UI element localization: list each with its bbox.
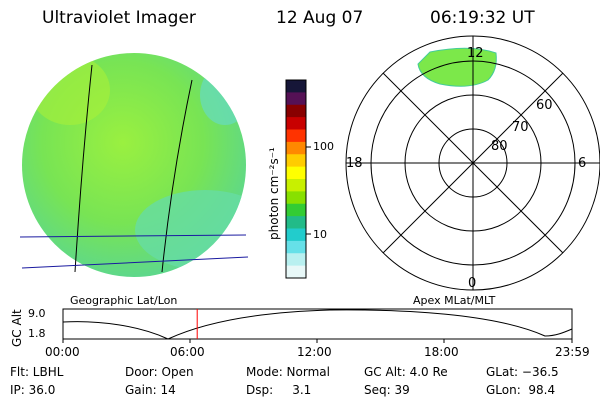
colorbar xyxy=(286,80,306,279)
timeline-xtick: 00:00 xyxy=(45,345,80,359)
colorbar-band xyxy=(286,216,306,230)
timeline-ytick-low: 1.8 xyxy=(28,327,46,340)
mlt-label-bottom: 0 xyxy=(468,276,477,291)
colorbar-band xyxy=(286,191,306,205)
colorbar-band xyxy=(286,80,306,93)
colorbar-band xyxy=(286,203,306,217)
colorbar-label: photon cm⁻²s⁻¹ xyxy=(267,147,281,240)
colorbar-band xyxy=(286,265,306,279)
colorbar-tick-10: 10 xyxy=(313,228,327,241)
mlt-label-left: 18 xyxy=(346,156,363,171)
instrument-title: Ultraviolet Imager xyxy=(42,8,196,28)
colorbar-band xyxy=(286,141,306,155)
altitude-curve xyxy=(62,309,573,340)
status-glon: GLon: 98.4 xyxy=(486,383,556,397)
colorbar-band xyxy=(286,117,306,131)
colorbar-band xyxy=(286,240,306,254)
mlt-label-right: 6 xyxy=(578,156,587,171)
colorbar-band xyxy=(286,92,306,106)
apex-label: Apex MLat/MLT xyxy=(413,294,496,307)
colorbar-band xyxy=(286,154,306,168)
status-glat: GLat: −36.5 xyxy=(486,365,559,379)
status-ip: IP: 36.0 xyxy=(10,383,56,397)
polar-auroral-patch xyxy=(417,47,497,87)
longitude-line xyxy=(74,64,93,273)
colorbar-band xyxy=(286,129,306,143)
timeline-plot xyxy=(62,308,573,343)
status-filter: Flt: LBHL xyxy=(10,365,64,379)
geographic-disk xyxy=(19,53,249,277)
timeline-xtick: 23:59 xyxy=(555,345,590,359)
mlat-label-70: 70 xyxy=(512,120,529,135)
colorbar-band xyxy=(286,253,306,267)
colorbar-band xyxy=(286,166,306,180)
status-mode: Mode: Normal xyxy=(246,365,330,379)
timeline-ylabel: GC Alt xyxy=(10,309,24,347)
geographic-label: Geographic Lat/Lon xyxy=(70,294,178,307)
mlat-label-80: 80 xyxy=(491,139,508,154)
mlt-label-top: 12 xyxy=(467,46,484,61)
timeline-xtick: 06:00 xyxy=(170,345,205,359)
colorbar-frame xyxy=(285,79,307,279)
timeline-xtick: 12:00 xyxy=(297,345,332,359)
status-gain: Gain: 14 xyxy=(125,383,176,397)
status-dsp: Dsp: 3.1 xyxy=(246,383,312,397)
status-seq: Seq: 39 xyxy=(364,383,410,397)
timeline-xtick: 18:00 xyxy=(424,345,459,359)
date-label: 12 Aug 07 xyxy=(276,8,364,28)
polar-plot xyxy=(345,35,600,291)
mlt-diagonal xyxy=(382,72,564,254)
colorbar-band xyxy=(286,179,306,192)
latitude-line xyxy=(19,234,247,238)
status-door: Door: Open xyxy=(125,365,194,379)
status-gc-alt: GC Alt: 4.0 Re xyxy=(364,365,448,379)
colorbar-band xyxy=(286,228,306,242)
colorbar-band xyxy=(286,104,306,118)
mlat-label-60: 60 xyxy=(536,98,553,113)
timeline-frame xyxy=(62,308,573,340)
time-label: 06:19:32 UT xyxy=(430,8,535,28)
timeline-ytick-high: 9.0 xyxy=(28,307,46,320)
longitude-line xyxy=(161,79,193,273)
colorbar-tick-100: 100 xyxy=(313,140,334,153)
latitude-line xyxy=(21,256,249,269)
